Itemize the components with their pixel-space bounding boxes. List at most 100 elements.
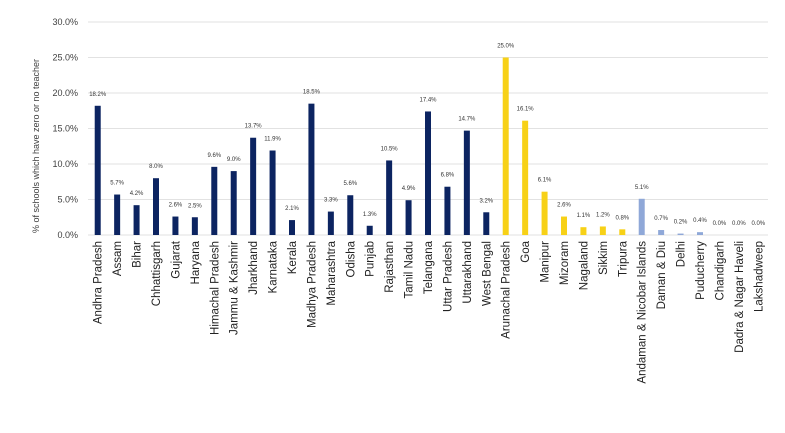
y-tick-label: 20.0% <box>52 88 78 98</box>
data-label: 4.2% <box>130 191 144 197</box>
bar <box>541 191 548 235</box>
bar <box>425 111 431 235</box>
category-label: Assam <box>112 241 124 276</box>
category-label: West Bengal <box>481 241 493 306</box>
category-label: Jharkhand <box>248 241 260 295</box>
bar <box>386 160 393 235</box>
bar <box>211 166 218 235</box>
category-label: Manipur <box>540 241 552 283</box>
bar <box>599 226 606 235</box>
category-label: Punjab <box>365 241 377 277</box>
category-label: Dadra & Nagar Haveli <box>734 241 746 353</box>
data-label: 0.8% <box>615 215 629 221</box>
data-label: 3.2% <box>479 198 493 204</box>
data-label: 14.7% <box>458 117 476 123</box>
data-label: 0.7% <box>654 216 668 222</box>
data-label: 11.9% <box>264 137 281 143</box>
bar <box>250 137 257 235</box>
category-label: Puducherry <box>695 241 707 300</box>
bar <box>308 103 315 236</box>
data-label: 2.6% <box>169 203 183 209</box>
bar <box>114 194 121 235</box>
bar <box>580 227 587 235</box>
data-label: 18.2% <box>89 92 107 98</box>
y-tick-label: 10.0% <box>52 159 78 169</box>
data-label: 5.1% <box>635 185 649 191</box>
y-tick-label: 30.0% <box>52 17 78 27</box>
category-label: Goa <box>520 240 532 262</box>
data-label: 5.7% <box>110 181 124 187</box>
category-label: Uttar Pradesh <box>442 241 454 312</box>
bar <box>638 198 645 235</box>
category-label: Sikkim <box>598 241 610 275</box>
bar <box>677 233 684 235</box>
data-label: 4.9% <box>402 186 416 192</box>
category-label: Uttarakhand <box>462 241 474 304</box>
data-label: 1.3% <box>363 212 377 218</box>
bar <box>658 230 665 235</box>
category-label: Tamil Nadu <box>404 241 416 299</box>
data-label: 0.0% <box>732 221 746 227</box>
category-label: Maharashtra <box>326 240 338 305</box>
bar <box>561 216 567 235</box>
bar <box>172 216 179 235</box>
bar <box>94 105 101 235</box>
bars <box>94 57 703 236</box>
y-tick-label: 25.0% <box>52 53 78 63</box>
bar <box>347 195 354 235</box>
category-label: Haryana <box>190 240 202 284</box>
data-labels: 18.2% 5.7% 4.2% 8.0% 2.6% 2.5% 9.6% 9.0% 13.7% 11… <box>89 44 766 228</box>
category-label: Odisha <box>345 240 357 277</box>
category-label: Lakshadweep <box>753 241 765 312</box>
bar <box>463 130 470 235</box>
data-label: 0.2% <box>674 220 688 226</box>
bar <box>366 225 373 235</box>
data-label: 0.4% <box>693 218 707 224</box>
data-label: 2.5% <box>188 203 202 209</box>
category-label: Karnataka <box>268 240 280 293</box>
data-label: 16.1% <box>517 107 535 113</box>
data-label: 17.4% <box>419 97 437 103</box>
y-tick-label: 5.0% <box>57 195 78 205</box>
category-label: Nagaland <box>578 241 590 290</box>
category-label: Kerala <box>287 240 299 274</box>
y-axis-ticks: 0.0% 5.0% 10.0% 15.0% 20.0% 25.0% 30.0% <box>52 17 78 240</box>
y-tick-label: 15.0% <box>52 124 78 134</box>
category-label: Chhattisgarh <box>151 241 163 306</box>
bar <box>444 186 451 235</box>
data-label: 9.6% <box>207 153 221 159</box>
data-label: 6.1% <box>538 178 552 184</box>
data-label: 13.7% <box>245 124 263 130</box>
bar <box>191 217 198 235</box>
y-tick-label: 0.0% <box>57 230 78 240</box>
data-label: 2.1% <box>285 206 299 212</box>
category-label: Arunachal Pradesh <box>501 241 513 339</box>
category-label: Bihar <box>132 241 144 268</box>
category-label: Daman & Diu <box>656 241 668 309</box>
bar <box>133 205 140 235</box>
data-label: 1.1% <box>577 213 591 219</box>
data-label: 8.0% <box>149 164 163 170</box>
data-label: 9.0% <box>227 157 241 163</box>
data-label: 3.3% <box>324 198 338 204</box>
category-label: Tripura <box>617 240 629 277</box>
bar <box>327 211 334 235</box>
bar <box>697 232 703 235</box>
category-label: Jammu & Kashmir <box>229 241 241 335</box>
bar <box>269 150 276 235</box>
bar <box>289 220 295 235</box>
bar <box>230 171 237 235</box>
category-label: Gujarat <box>170 240 182 279</box>
data-label: 5.6% <box>343 181 357 187</box>
bar <box>153 178 159 235</box>
category-label: Delhi <box>676 241 688 267</box>
category-label: Andaman & Nicobar Islands <box>637 241 649 384</box>
data-label: 2.6% <box>557 203 571 209</box>
category-label: Himachal Pradesh <box>209 241 221 335</box>
category-label: Madhya Pradesh <box>306 241 318 328</box>
data-label: 0.0% <box>751 221 765 227</box>
data-label: 1.2% <box>596 212 610 218</box>
bar <box>522 120 529 235</box>
data-label: 10.5% <box>381 146 399 152</box>
